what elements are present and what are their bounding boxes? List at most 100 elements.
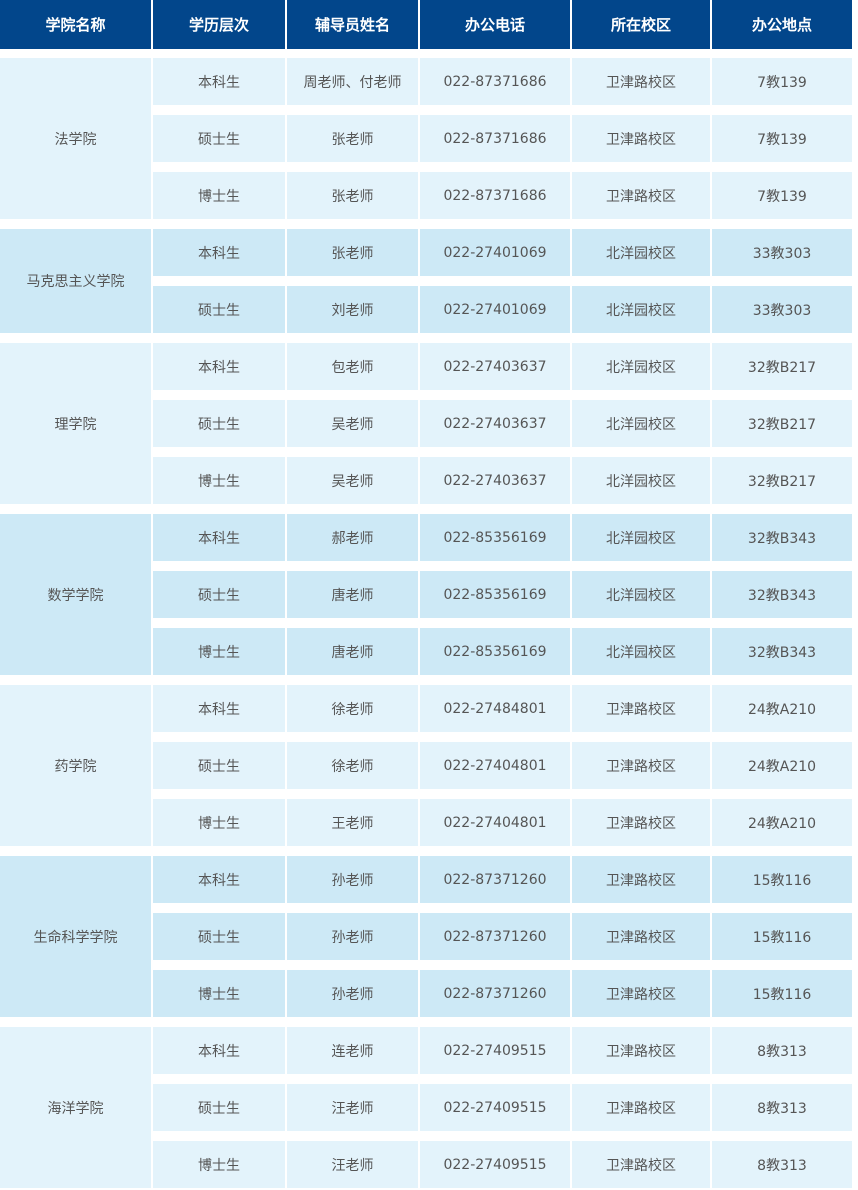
degree-level-cell: 硕士生	[153, 913, 285, 960]
office-phone-cell: 022-27409515	[420, 1027, 570, 1074]
office-phone-cell: 022-87371260	[420, 913, 570, 960]
campus-cell: 卫津路校区	[572, 1084, 710, 1131]
counselor-name-cell: 吴老师	[287, 400, 418, 447]
degree-level-cell: 硕士生	[153, 115, 285, 162]
counselor-name-cell: 王老师	[287, 799, 418, 846]
campus-cell: 北洋园校区	[572, 400, 710, 447]
office-location-cell: 8教313	[712, 1027, 852, 1074]
college-cell: 理学院	[0, 343, 151, 504]
degree-level-cell: 本科生	[153, 856, 285, 903]
degree-level-cell: 本科生	[153, 229, 285, 276]
campus-cell: 北洋园校区	[572, 457, 710, 504]
counselor-name-cell: 包老师	[287, 343, 418, 390]
header-college: 学院名称	[0, 0, 151, 49]
campus-cell: 北洋园校区	[572, 286, 710, 333]
header-campus: 所在校区	[572, 0, 710, 49]
office-location-cell: 7教139	[712, 58, 852, 105]
college-cell: 马克思主义学院	[0, 229, 151, 333]
office-location-cell: 32教B217	[712, 400, 852, 447]
counselor-name-cell: 汪老师	[287, 1141, 418, 1188]
office-phone-cell: 022-27404801	[420, 742, 570, 789]
counselor-name-cell: 徐老师	[287, 742, 418, 789]
counselor-name-cell: 孙老师	[287, 970, 418, 1017]
counselor-name-cell: 孙老师	[287, 913, 418, 960]
campus-cell: 北洋园校区	[572, 343, 710, 390]
office-phone-cell: 022-27484801	[420, 685, 570, 732]
office-phone-cell: 022-87371686	[420, 172, 570, 219]
office-phone-cell: 022-27409515	[420, 1141, 570, 1188]
degree-level-cell: 博士生	[153, 799, 285, 846]
office-location-cell: 32教B217	[712, 457, 852, 504]
office-location-cell: 33教303	[712, 229, 852, 276]
header-office-phone: 办公电话	[420, 0, 570, 49]
office-phone-cell: 022-85356169	[420, 628, 570, 675]
campus-cell: 卫津路校区	[572, 970, 710, 1017]
degree-level-cell: 博士生	[153, 628, 285, 675]
office-location-cell: 24教A210	[712, 799, 852, 846]
office-phone-cell: 022-27403637	[420, 457, 570, 504]
office-phone-cell: 022-85356169	[420, 571, 570, 618]
counselor-name-cell: 周老师、付老师	[287, 58, 418, 105]
campus-cell: 卫津路校区	[572, 913, 710, 960]
office-phone-cell: 022-27401069	[420, 286, 570, 333]
office-location-cell: 7教139	[712, 172, 852, 219]
campus-cell: 北洋园校区	[572, 628, 710, 675]
campus-cell: 卫津路校区	[572, 172, 710, 219]
counselor-name-cell: 唐老师	[287, 628, 418, 675]
counselor-name-cell: 汪老师	[287, 1084, 418, 1131]
degree-level-cell: 本科生	[153, 1027, 285, 1074]
campus-cell: 卫津路校区	[572, 1027, 710, 1074]
counselor-name-cell: 连老师	[287, 1027, 418, 1074]
office-location-cell: 24教A210	[712, 685, 852, 732]
campus-cell: 北洋园校区	[572, 229, 710, 276]
degree-level-cell: 本科生	[153, 685, 285, 732]
college-cell: 海洋学院	[0, 1027, 151, 1188]
office-phone-cell: 022-27403637	[420, 400, 570, 447]
degree-level-cell: 博士生	[153, 457, 285, 504]
office-phone-cell: 022-27403637	[420, 343, 570, 390]
office-location-cell: 32教B217	[712, 343, 852, 390]
degree-level-cell: 硕士生	[153, 571, 285, 618]
degree-level-cell: 硕士生	[153, 742, 285, 789]
campus-cell: 北洋园校区	[572, 514, 710, 561]
office-phone-cell: 022-27404801	[420, 799, 570, 846]
office-location-cell: 8教313	[712, 1141, 852, 1188]
campus-cell: 北洋园校区	[572, 571, 710, 618]
office-location-cell: 24教A210	[712, 742, 852, 789]
office-location-cell: 32教B343	[712, 628, 852, 675]
office-phone-cell: 022-27401069	[420, 229, 570, 276]
degree-level-cell: 本科生	[153, 514, 285, 561]
college-cell: 生命科学学院	[0, 856, 151, 1017]
degree-level-cell: 博士生	[153, 1141, 285, 1188]
degree-level-cell: 硕士生	[153, 400, 285, 447]
office-location-cell: 32教B343	[712, 514, 852, 561]
header-degree-level: 学历层次	[153, 0, 285, 49]
degree-level-cell: 博士生	[153, 970, 285, 1017]
counselor-name-cell: 张老师	[287, 172, 418, 219]
degree-level-cell: 本科生	[153, 343, 285, 390]
office-phone-cell: 022-87371686	[420, 115, 570, 162]
campus-cell: 卫津路校区	[572, 1141, 710, 1188]
college-cell: 药学院	[0, 685, 151, 846]
campus-cell: 卫津路校区	[572, 685, 710, 732]
campus-cell: 卫津路校区	[572, 799, 710, 846]
college-cell: 法学院	[0, 58, 151, 219]
office-location-cell: 33教303	[712, 286, 852, 333]
counselor-name-cell: 吴老师	[287, 457, 418, 504]
counselor-name-cell: 徐老师	[287, 685, 418, 732]
header-office-location: 办公地点	[712, 0, 852, 49]
office-phone-cell: 022-87371260	[420, 970, 570, 1017]
header-counselor-name: 辅导员姓名	[287, 0, 418, 49]
degree-level-cell: 硕士生	[153, 286, 285, 333]
degree-level-cell: 硕士生	[153, 1084, 285, 1131]
counselor-name-cell: 孙老师	[287, 856, 418, 903]
office-phone-cell: 022-85356169	[420, 514, 570, 561]
office-location-cell: 15教116	[712, 913, 852, 960]
office-phone-cell: 022-87371686	[420, 58, 570, 105]
office-location-cell: 7教139	[712, 115, 852, 162]
campus-cell: 卫津路校区	[572, 58, 710, 105]
office-location-cell: 15教116	[712, 856, 852, 903]
office-phone-cell: 022-87371260	[420, 856, 570, 903]
campus-cell: 卫津路校区	[572, 115, 710, 162]
